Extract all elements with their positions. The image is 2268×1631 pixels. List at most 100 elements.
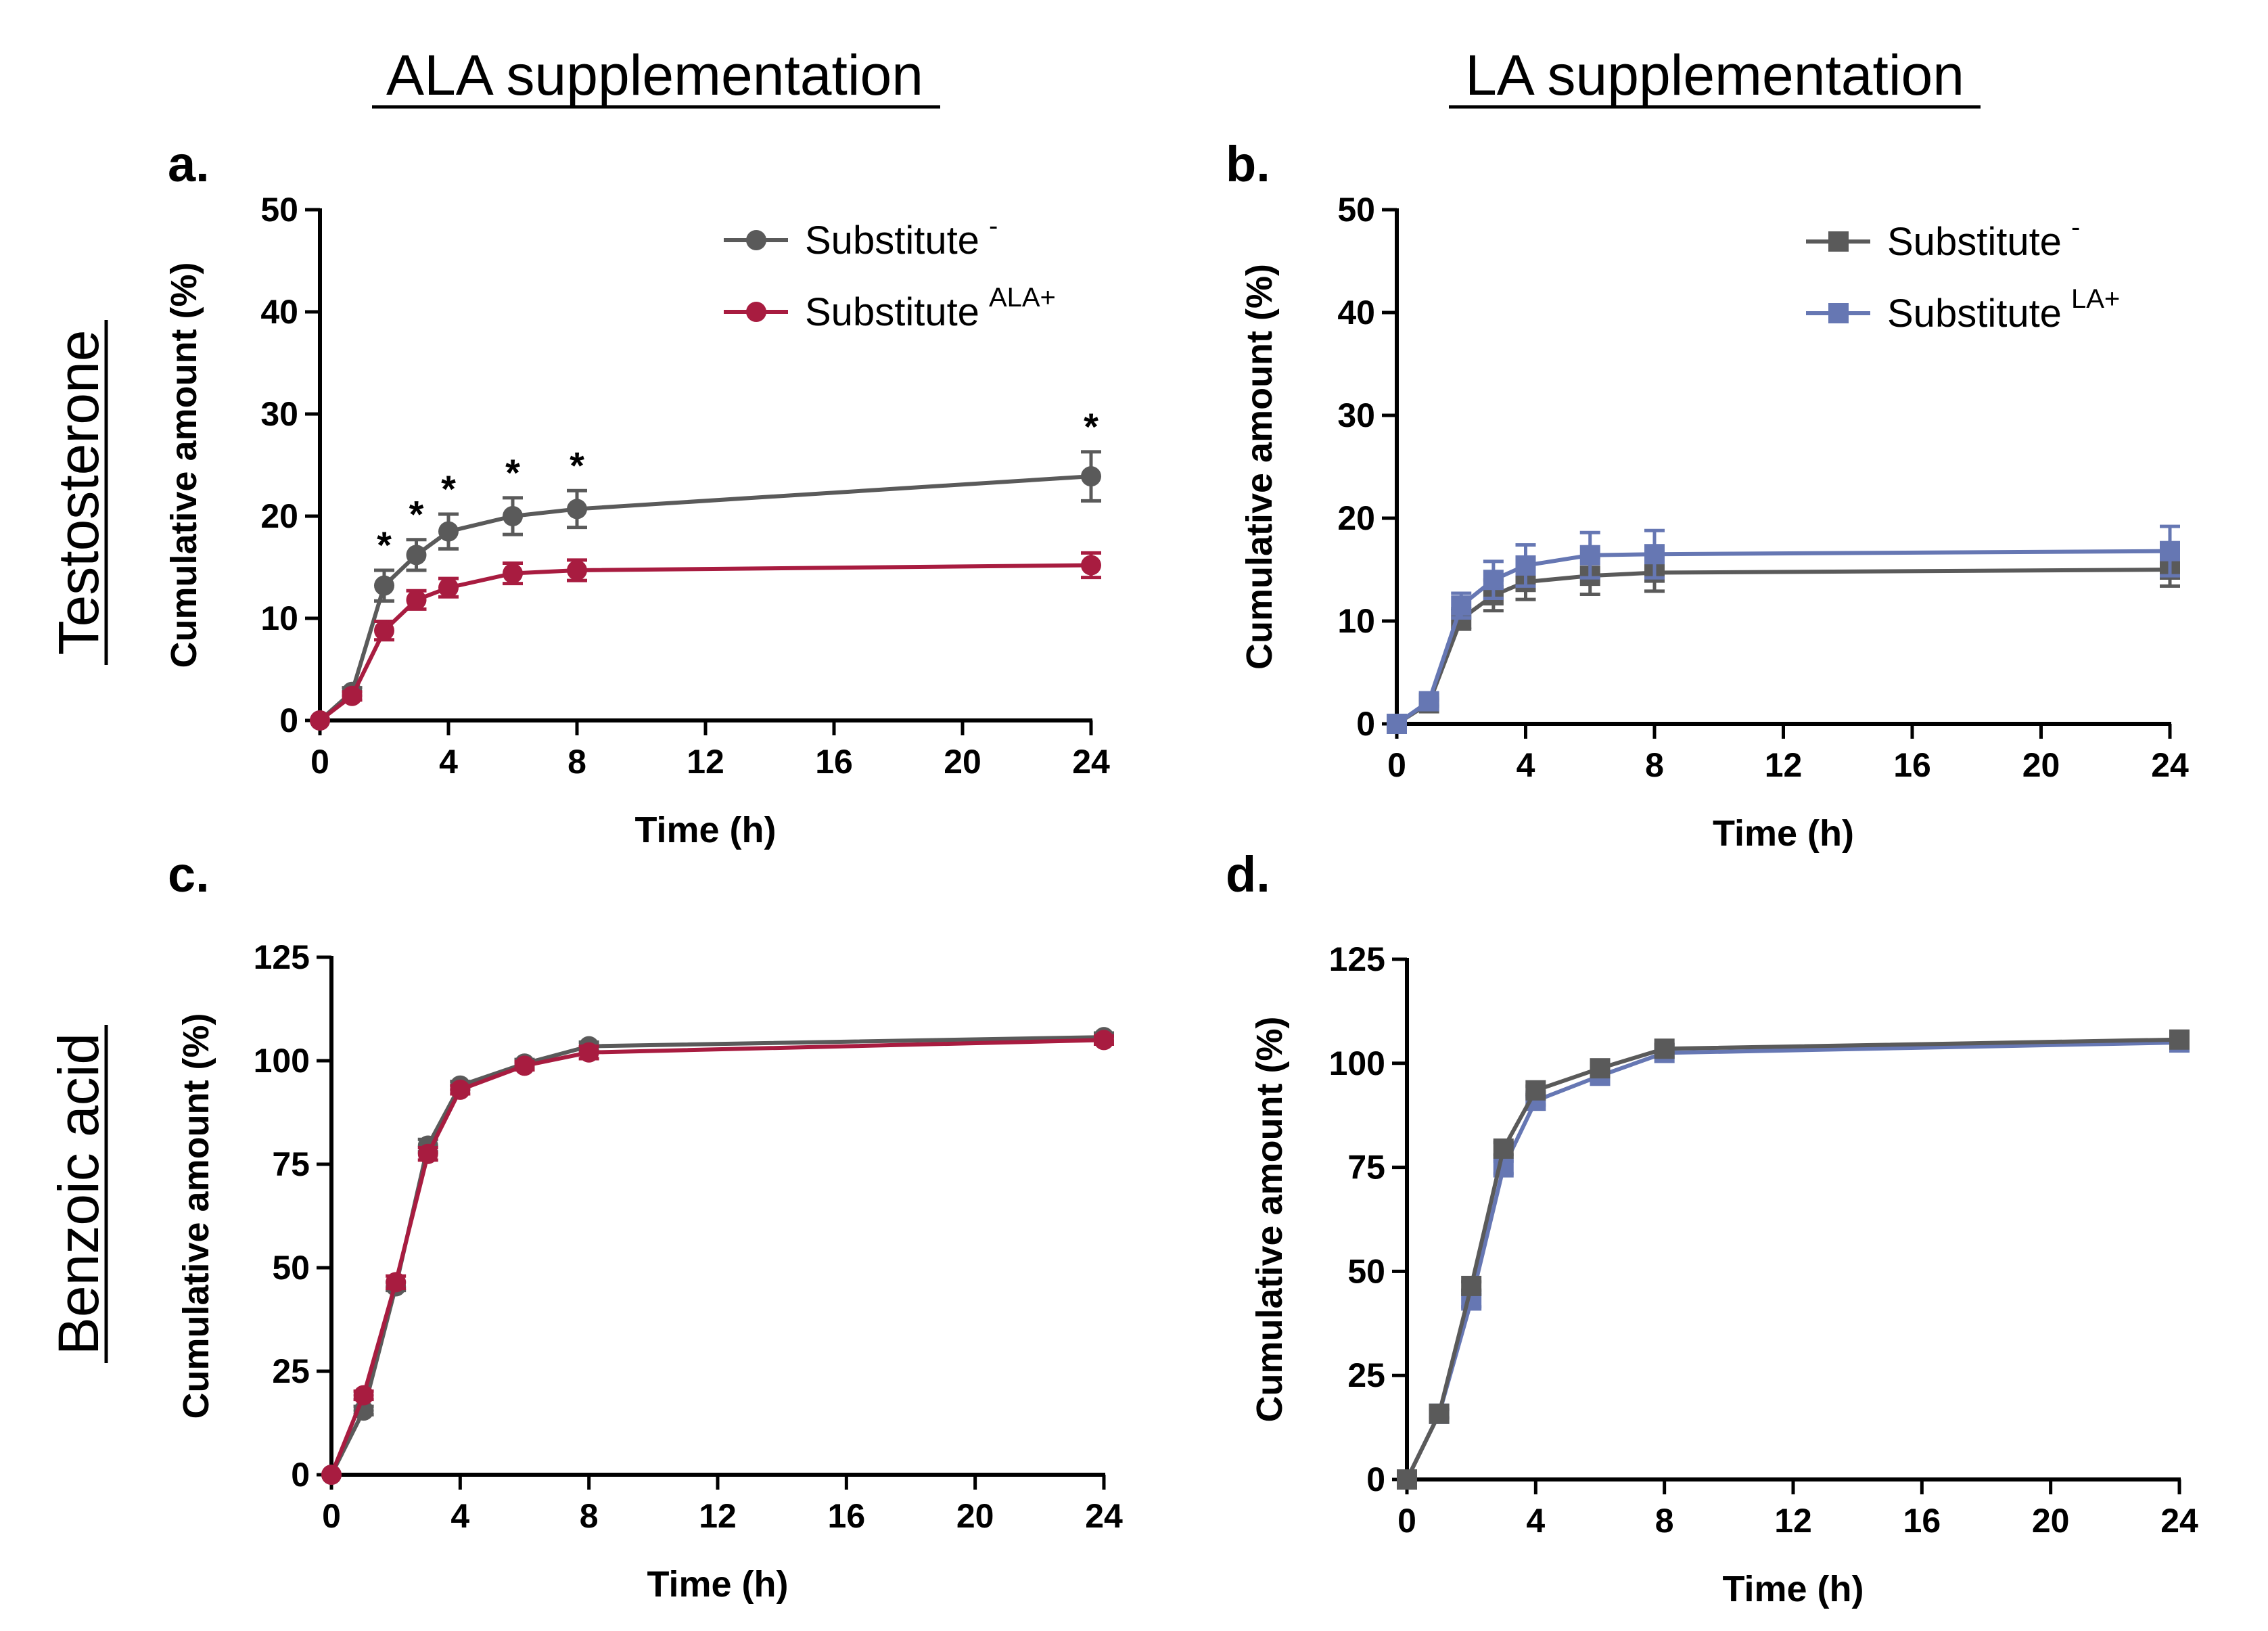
y-tick-label: 125: [254, 938, 310, 976]
significance-star: *: [409, 493, 424, 536]
y-tick-label: 0: [279, 702, 298, 739]
x-tick-label: 0: [322, 1497, 341, 1535]
x-axis-title-a: Time (h): [634, 810, 776, 850]
data-point: [503, 506, 523, 526]
data-point: [1654, 1038, 1675, 1059]
data-point: [1451, 595, 1472, 616]
series-line: [1405, 1037, 2180, 1481]
row-header-testosterone-group: Testosterone: [47, 320, 110, 665]
panel-letter-a: a.: [168, 136, 210, 192]
x-tick-label: 0: [1397, 1502, 1416, 1540]
y-tick-label: 50: [1337, 191, 1375, 229]
legend-entry-a-1: Substitute ALA+: [724, 283, 1056, 334]
y-tick-label: 40: [1337, 294, 1375, 331]
y-tick-label: 100: [1329, 1044, 1385, 1082]
series-line: [319, 563, 1092, 722]
x-tick-label: 24: [1085, 1497, 1123, 1535]
panel-d: d. 0 25 50 75 100 125 0 4 8 12 16 20 24 Time (h) Cumula…: [1226, 846, 2198, 1609]
y-tick-label: 40: [260, 293, 298, 331]
series-b-1: [1387, 524, 2180, 734]
data-point: [353, 1385, 374, 1406]
panel-letter-b: b.: [1226, 136, 1270, 192]
data-point: [1461, 1275, 1482, 1296]
legend-marker: [746, 230, 766, 250]
data-point: [406, 589, 427, 610]
significance-star: *: [570, 444, 584, 486]
row-header-benzoic-acid-group: Benzoic acid: [47, 1025, 110, 1363]
data-point: [417, 1143, 438, 1164]
series-line: [329, 1038, 1105, 1476]
data-point: [1515, 555, 1536, 576]
data-point: [450, 1079, 471, 1100]
data-point: [1429, 1403, 1450, 1424]
y-tick-label: 20: [260, 497, 298, 535]
x-tick-label: 12: [1774, 1502, 1812, 1540]
y-tick-label: 10: [1337, 602, 1375, 640]
series-a-1: [310, 551, 1101, 731]
panel-b: b. 0 10 20 30 40 50 0 4 8 12 16 20 24 Time (h) Cumulati…: [1226, 136, 2189, 854]
legend-label: Substitute: [1887, 292, 2062, 336]
y-tick-label: 30: [1337, 396, 1375, 434]
data-point: [1579, 545, 1600, 566]
panel-letter-c: c.: [168, 846, 210, 902]
x-tick-label: 20: [944, 743, 981, 781]
data-point: [321, 1465, 342, 1485]
data-point: [1590, 1058, 1611, 1079]
data-point: [2160, 541, 2180, 561]
data-point: [342, 685, 363, 706]
x-tick-label: 16: [1893, 746, 1931, 784]
data-point: [2169, 1029, 2190, 1050]
series-b-0: [1387, 551, 2180, 734]
legend-entry-a-0: Substitute -: [724, 211, 998, 262]
x-tick-label: 4: [450, 1497, 469, 1535]
y-tick-label: 10: [260, 599, 298, 637]
data-point: [1483, 570, 1504, 591]
significance-star: *: [441, 467, 456, 510]
legend-label: Substitute: [805, 290, 979, 334]
y-axis-title-a: Cumulative amount (%): [164, 262, 204, 668]
legend-superscript: -: [2071, 212, 2080, 242]
data-point: [1387, 714, 1407, 734]
series-line: [329, 1035, 1105, 1476]
y-axis-title-c: Cumulative amount (%): [176, 1013, 216, 1419]
y-tick-label: 50: [1347, 1252, 1385, 1290]
y-tick-label: 0: [291, 1456, 310, 1494]
panel-a: a. 0 10 20 30 40 50 0 4 8 12 16 20 24 Time (h) Cumulati…: [164, 136, 1110, 850]
y-tick-label: 75: [1347, 1149, 1385, 1187]
x-tick-label: 4: [439, 743, 458, 781]
row-header-testosterone: Testosterone: [47, 330, 110, 656]
panel-letter-d: d.: [1226, 846, 1270, 902]
legend-label: Substitute: [1887, 220, 2062, 264]
y-tick-label: 50: [260, 191, 298, 229]
x-tick-label: 20: [2032, 1502, 2070, 1540]
y-tick-label: 125: [1329, 940, 1385, 978]
legend-superscript: ALA+: [989, 283, 1056, 313]
y-tick-label: 100: [254, 1042, 310, 1080]
series-line: [1405, 1040, 2180, 1481]
y-axis-title-d: Cumulative amount (%): [1249, 1016, 1290, 1422]
legend-marker: [746, 302, 766, 322]
x-tick-label: 16: [828, 1497, 866, 1535]
x-tick-label: 8: [1645, 746, 1664, 784]
x-tick-label: 16: [1903, 1502, 1941, 1540]
legend-marker: [1828, 231, 1849, 252]
series-c-0: [321, 1027, 1114, 1485]
x-tick-label: 12: [687, 743, 724, 781]
y-tick-label: 25: [272, 1352, 310, 1390]
legend-entry-b-0: Substitute -: [1806, 212, 2080, 264]
series-d-1: [1397, 1029, 2190, 1490]
x-axis-title-c: Time (h): [647, 1564, 788, 1605]
data-point: [567, 499, 587, 520]
data-point: [310, 710, 330, 731]
data-point: [1081, 555, 1101, 576]
data-point: [406, 545, 427, 566]
x-tick-label: 20: [956, 1497, 994, 1535]
y-axis-title-b: Cumulative amount (%): [1239, 264, 1280, 670]
data-point: [1397, 1469, 1417, 1490]
x-tick-label: 8: [568, 743, 586, 781]
x-tick-label: 4: [1526, 1502, 1545, 1540]
y-tick-label: 75: [272, 1145, 310, 1183]
data-point: [1418, 691, 1439, 712]
x-tick-label: 8: [580, 1497, 599, 1535]
